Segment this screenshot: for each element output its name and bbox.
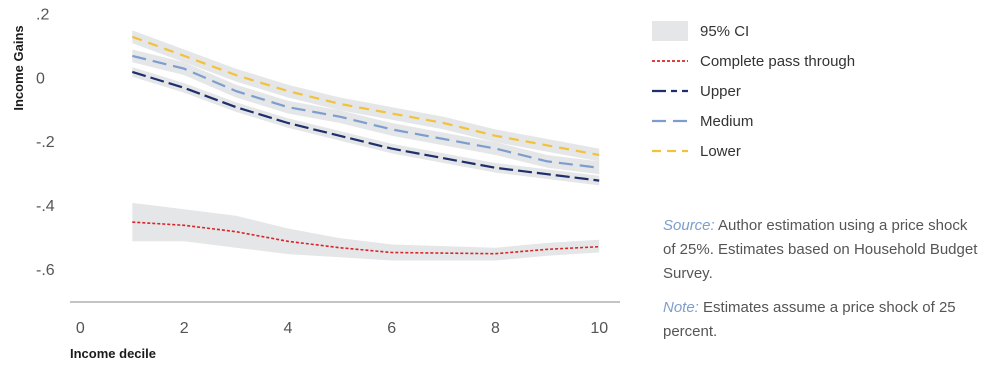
legend-item-complete-pass-through: Complete pass through [652, 46, 855, 76]
legend-ci-swatch [652, 21, 688, 41]
legend-item-ci: 95% CI [652, 16, 855, 46]
ci-band-0 [132, 202, 600, 261]
series-line-0 [132, 221, 600, 255]
x-tick-label: 6 [387, 320, 396, 337]
x-tick-label: 8 [491, 320, 500, 337]
note-note: Note: Estimates assume a price shock of … [663, 296, 983, 344]
legend-label: Lower [700, 142, 741, 160]
legend-blue-dashed-line [652, 119, 688, 123]
note-text: Estimates assume a price shock of 25 per… [663, 299, 956, 340]
series-lines [131, 35, 600, 255]
source-note: Source: Author estimation using a price … [663, 214, 983, 286]
x-tick-label: 2 [180, 320, 189, 337]
legend-yellow-dashed-line [652, 149, 688, 153]
legend-label: Upper [700, 82, 741, 100]
x-axis-title: Income decile [70, 346, 156, 361]
legend-navy-dashed-line [652, 89, 688, 93]
series-line-3 [131, 35, 600, 157]
x-tick-label: 0 [76, 320, 85, 337]
ci-band-1 [132, 67, 600, 186]
legend-item-upper: Upper [652, 76, 855, 106]
legend-item-medium: Medium [652, 106, 855, 136]
y-tick-labels: .2 0 -.2 -.4 -.6 [36, 6, 55, 279]
x-tick-label: 4 [283, 320, 292, 337]
legend-red-dotted-line [652, 60, 688, 62]
income-gains-chart: 0 2 4 6 8 10 .2 0 -.2 -.4 -.6 Income Gains Income… [11, 6, 620, 361]
ci-band-2 [132, 49, 600, 175]
source-key: Source: [663, 217, 715, 234]
legend-label: 95% CI [700, 22, 750, 40]
x-tick-labels: 0 2 4 6 8 10 [76, 320, 608, 337]
y-tick-label: -.2 [36, 134, 55, 151]
legend: 95% CI Complete pass through Upper Mediu… [652, 16, 855, 166]
y-tick-label: 0 [36, 70, 45, 87]
series-line-2 [132, 54, 600, 169]
note-key: Note: [663, 299, 699, 316]
y-tick-label: -.6 [36, 262, 55, 279]
legend-label: Complete pass through [700, 52, 856, 70]
y-axis-title: Income Gains [11, 25, 26, 110]
legend-label: Medium [700, 112, 754, 130]
ci-bands [132, 30, 600, 261]
x-tick-label: 10 [590, 320, 608, 337]
source-text: Author estimation using a price shock of… [663, 217, 978, 282]
series-line-1 [131, 70, 600, 182]
chart-notes: Source: Author estimation using a price … [663, 214, 983, 354]
y-tick-label: -.4 [36, 198, 55, 215]
legend-item-lower: Lower [652, 136, 855, 166]
y-tick-label: .2 [36, 6, 49, 23]
ci-band-3 [132, 30, 600, 162]
